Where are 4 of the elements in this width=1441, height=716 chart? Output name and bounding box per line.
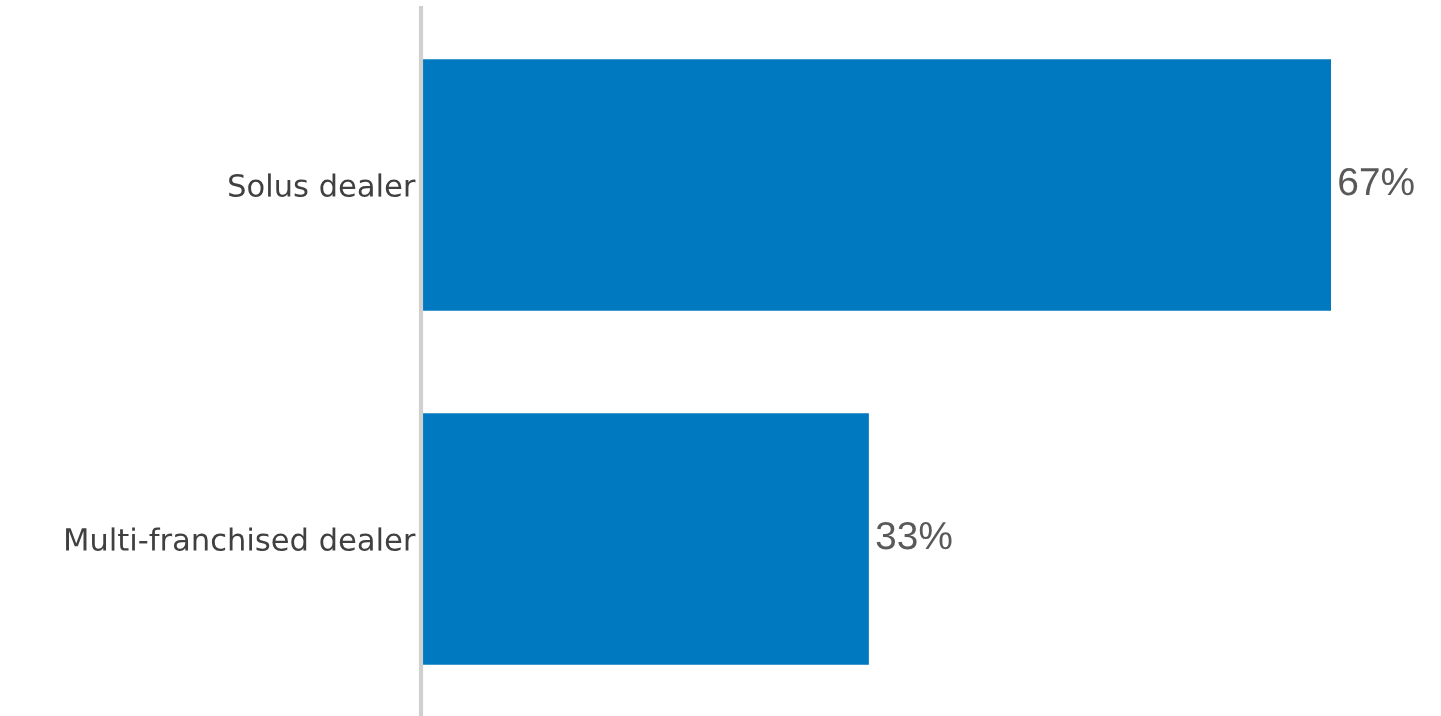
data-label: 67% <box>1339 167 1414 196</box>
y-tick-label: Multi-franchised dealer <box>66 527 416 552</box>
data-label: 33% <box>876 521 952 550</box>
y-tick-label: Solus dealer <box>229 173 416 198</box>
